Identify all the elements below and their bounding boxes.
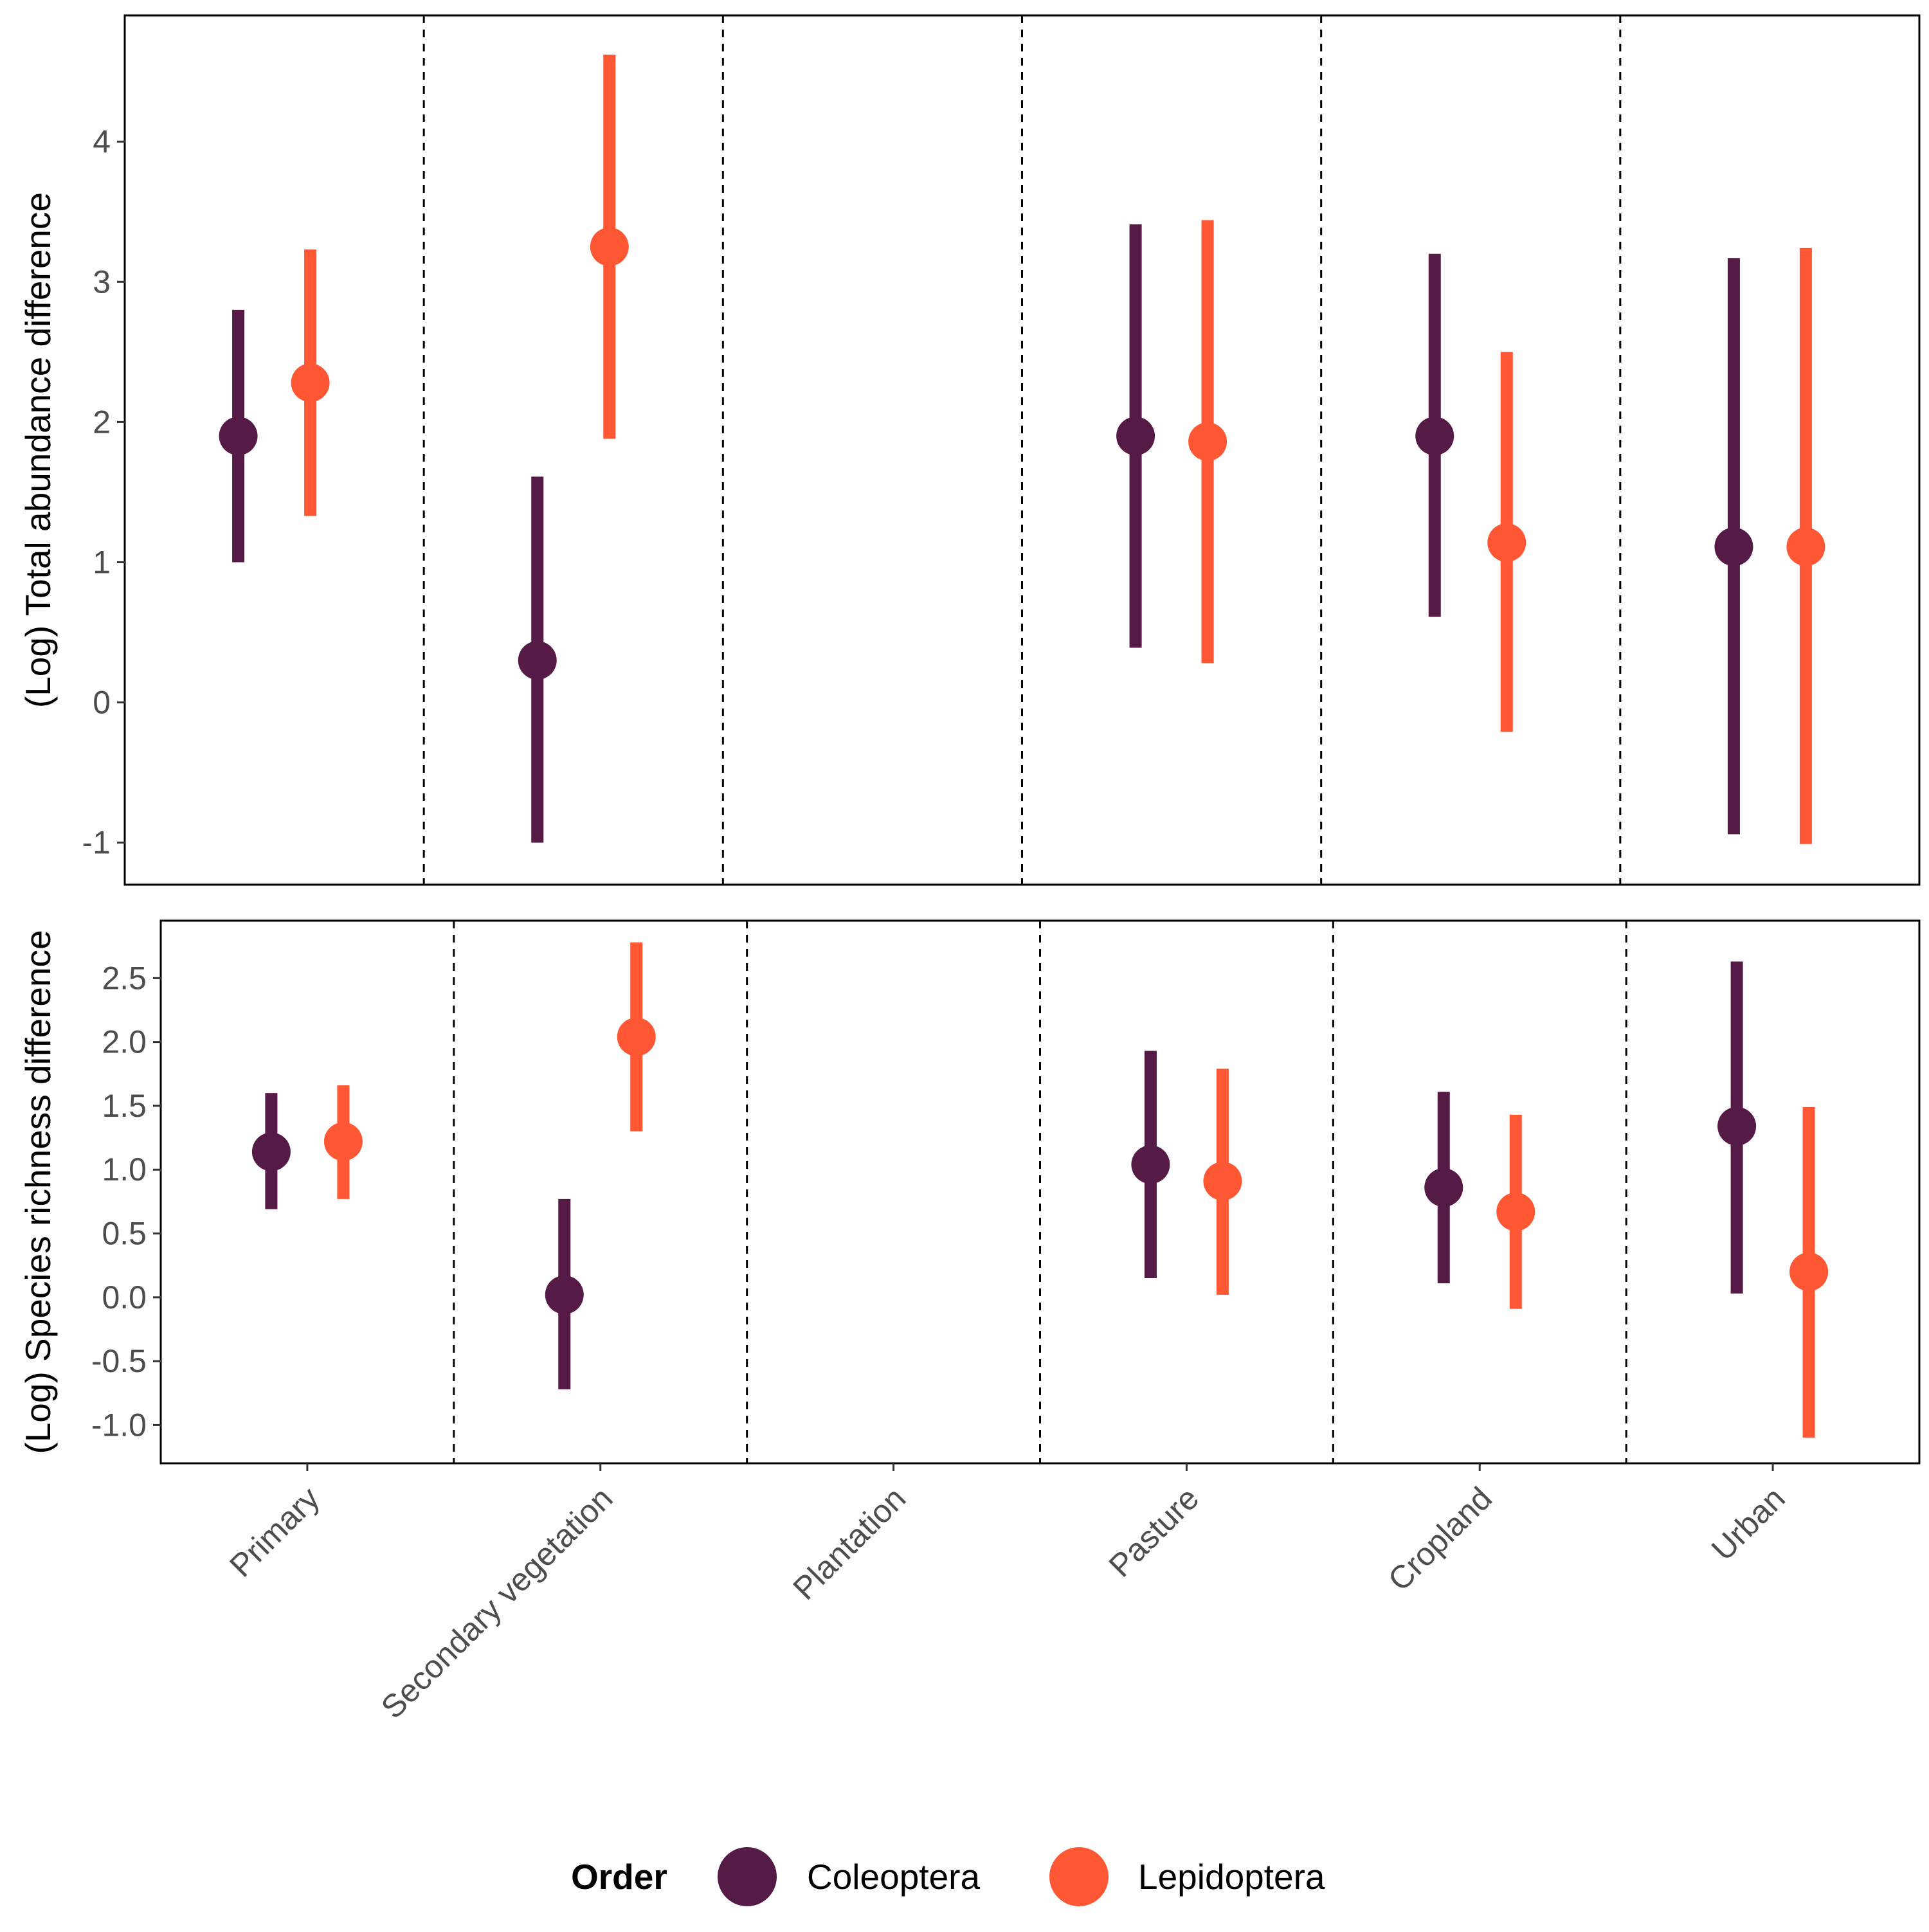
y-tick-label: 3 xyxy=(93,264,111,300)
y-tick-label: 1.5 xyxy=(102,1088,147,1124)
y-tick-label: 2.0 xyxy=(102,1024,147,1060)
y-tick-label: 1.0 xyxy=(102,1151,147,1187)
point-lepidoptera xyxy=(1487,523,1526,562)
y-tick-label: 2.5 xyxy=(102,960,147,996)
point-lepidoptera xyxy=(590,227,629,266)
legend-label-lepidoptera: Lepidoptera xyxy=(1138,1857,1325,1897)
point-lepidoptera xyxy=(1789,1252,1829,1292)
y-tick-label: 2 xyxy=(93,404,111,440)
legend-key-lepidoptera xyxy=(1049,1847,1109,1906)
x-tick-label: Plantation xyxy=(786,1480,913,1607)
x-tick-label: Primary xyxy=(222,1480,326,1584)
y-tick-label: 0 xyxy=(93,685,111,721)
y-axis-title: (Log) Total abundance difference xyxy=(18,192,58,708)
legend-title: Order xyxy=(571,1857,667,1897)
x-tick-label: Secondary vegetation xyxy=(374,1480,620,1726)
point-coleoptera xyxy=(1116,417,1155,456)
point-coleoptera xyxy=(219,417,258,456)
y-tick-label: -0.5 xyxy=(91,1343,147,1379)
point-coleoptera xyxy=(518,641,557,680)
point-coleoptera xyxy=(545,1275,584,1314)
y-tick-label: 4 xyxy=(93,123,111,159)
point-lepidoptera xyxy=(1188,422,1227,461)
point-coleoptera xyxy=(1717,1106,1757,1146)
legend-label-coleoptera: Coleoptera xyxy=(807,1857,980,1897)
point-lepidoptera xyxy=(1496,1192,1535,1231)
point-lepidoptera xyxy=(1203,1162,1242,1201)
y-axis-title: (Log) Species richness difference xyxy=(18,930,58,1454)
point-coleoptera xyxy=(251,1132,291,1171)
x-tick-label: Urban xyxy=(1705,1480,1792,1567)
x-tick-label: Pasture xyxy=(1102,1480,1206,1584)
legend: Order Coleoptera Lepidoptera xyxy=(571,1847,1325,1906)
legend-key-coleoptera xyxy=(718,1847,777,1906)
x-axis-category-labels: Primary Secondary vegetation Plantation Pas… xyxy=(222,1480,1792,1726)
y-tick-label: -1 xyxy=(82,825,111,861)
point-coleoptera xyxy=(1424,1168,1463,1207)
point-lepidoptera xyxy=(323,1122,363,1161)
point-coleoptera xyxy=(1714,527,1753,566)
point-lepidoptera xyxy=(291,363,330,402)
panel-total-abundance: -1 0 1 2 3 4 (Log) Total abundance difference xyxy=(18,14,1921,886)
y-tick-label: -1.0 xyxy=(91,1407,147,1443)
y-tick-label: 0.0 xyxy=(102,1279,147,1315)
y-tick-label: 1 xyxy=(93,544,111,580)
point-lepidoptera xyxy=(1786,527,1825,566)
point-coleoptera xyxy=(1415,417,1454,456)
point-lepidoptera xyxy=(617,1017,656,1056)
y-tick-label: 0.5 xyxy=(102,1216,147,1252)
point-coleoptera xyxy=(1131,1145,1170,1184)
x-tick-label: Cropland xyxy=(1381,1480,1499,1598)
panel-species-richness: -1.0 -0.5 0.0 0.5 1.0 1.5 2.0 2.5 (Log) Species … xyxy=(18,919,1921,1471)
